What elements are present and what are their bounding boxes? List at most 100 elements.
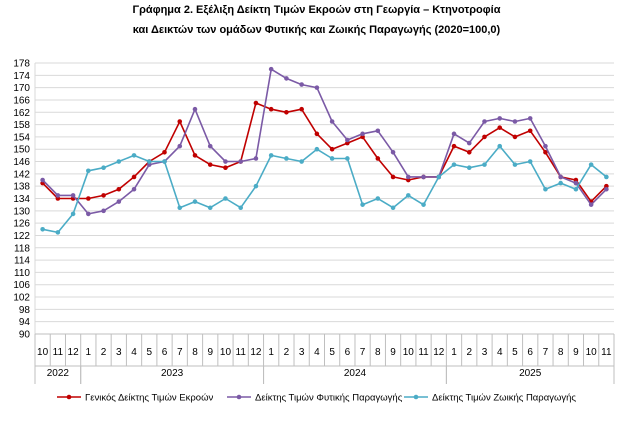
- data-point: [604, 174, 609, 180]
- x-tick-label: 11: [236, 347, 247, 358]
- x-tick-label: 2: [466, 347, 472, 358]
- x-tick-label: 7: [177, 347, 183, 358]
- data-point: [299, 82, 304, 87]
- data-point: [268, 153, 274, 158]
- data-point: [360, 202, 365, 207]
- x-tick-label: 2: [284, 347, 290, 358]
- data-point: [101, 193, 106, 198]
- x-tick-label: 10: [37, 347, 49, 358]
- series-line: [42, 145, 607, 234]
- x-tick-label: 12: [250, 347, 262, 358]
- data-point: [207, 143, 213, 149]
- data-point: [146, 159, 152, 164]
- data-point: [116, 186, 122, 192]
- y-tick-label: 134: [13, 194, 30, 205]
- chart-title: Γράφημα 2. Εξέλιξη Δείκτη Τιμών Εκροών σ…: [132, 4, 501, 16]
- data-point: [497, 143, 503, 149]
- data-point: [375, 156, 381, 161]
- data-point: [55, 230, 61, 235]
- y-tick-label: 126: [13, 219, 30, 230]
- data-point: [192, 106, 198, 112]
- data-point: [497, 116, 503, 121]
- data-point: [451, 143, 457, 149]
- data-point: [268, 106, 274, 112]
- data-point: [466, 165, 472, 171]
- data-point: [390, 174, 396, 180]
- data-point: [207, 162, 213, 167]
- grid-lines: [35, 62, 614, 335]
- x-tick-label: 12: [68, 347, 80, 358]
- data-point: [482, 119, 487, 124]
- legend-marker: [413, 394, 419, 400]
- data-point: [421, 202, 426, 207]
- data-point: [345, 137, 350, 143]
- data-point: [497, 125, 503, 130]
- data-point: [466, 150, 472, 155]
- data-point: [131, 186, 137, 192]
- x-tick-label: 8: [192, 347, 198, 358]
- data-point: [70, 211, 76, 217]
- data-point: [253, 156, 259, 161]
- data-point: [527, 116, 533, 121]
- data-point: [207, 205, 213, 211]
- x-tick-label: 8: [375, 347, 381, 358]
- data-point: [253, 100, 259, 106]
- y-tick-label: 178: [13, 59, 30, 70]
- data-point: [253, 183, 259, 189]
- data-point: [512, 162, 518, 167]
- data-point: [223, 159, 228, 164]
- data-point: [131, 153, 137, 158]
- data-point: [436, 174, 442, 180]
- x-tick-label: 3: [116, 347, 122, 358]
- y-tick-label: 174: [13, 71, 30, 82]
- data-point: [284, 156, 289, 161]
- y-tick-label: 102: [13, 293, 30, 304]
- year-label: 2022: [47, 368, 70, 379]
- x-tick-label: 10: [586, 347, 598, 358]
- x-tick-label: 1: [86, 347, 92, 358]
- year-label: 2023: [161, 368, 184, 379]
- data-point: [482, 162, 487, 167]
- y-tick-label: 166: [13, 95, 30, 106]
- data-point: [588, 202, 594, 207]
- x-tick-label: 10: [403, 347, 415, 358]
- data-point: [101, 165, 106, 171]
- data-point: [177, 119, 183, 124]
- x-tick-label: 3: [482, 347, 488, 358]
- data-point: [329, 156, 335, 161]
- data-point: [451, 131, 457, 137]
- data-point: [406, 193, 411, 198]
- data-point: [375, 196, 381, 201]
- data-point: [527, 159, 533, 164]
- y-tick-label: 106: [13, 280, 30, 291]
- data-point: [268, 66, 274, 72]
- x-tick-label: 9: [390, 347, 396, 358]
- data-point: [421, 174, 426, 180]
- x-tick-label: 1: [268, 347, 274, 358]
- x-tick-label: 8: [558, 347, 564, 358]
- data-point: [573, 180, 579, 186]
- data-point: [101, 208, 106, 214]
- data-point: [86, 211, 91, 217]
- chart-subtitle: και Δεικτών των ομάδων Φυτικής και Ζωική…: [132, 24, 501, 36]
- data-point: [360, 131, 365, 137]
- year-label: 2025: [519, 368, 542, 379]
- data-point: [329, 146, 335, 152]
- y-tick-label: 90: [19, 330, 31, 341]
- y-tick-label: 118: [14, 243, 30, 254]
- x-tick-label: 9: [207, 347, 213, 358]
- data-point: [527, 128, 533, 134]
- y-tick-label: 154: [13, 132, 30, 143]
- y-tick-label: 130: [13, 206, 30, 217]
- data-point: [573, 186, 579, 192]
- data-point: [329, 119, 335, 124]
- x-tick-label: 7: [543, 347, 549, 358]
- data-point: [223, 165, 228, 171]
- x-tick-label: 5: [512, 347, 518, 358]
- data-point: [299, 106, 304, 112]
- data-point: [116, 199, 122, 204]
- x-tick-label: 9: [573, 347, 579, 358]
- data-point: [604, 186, 609, 192]
- legend-label: Δείκτης Τιμών Ζωικής Παραγωγής: [432, 393, 576, 404]
